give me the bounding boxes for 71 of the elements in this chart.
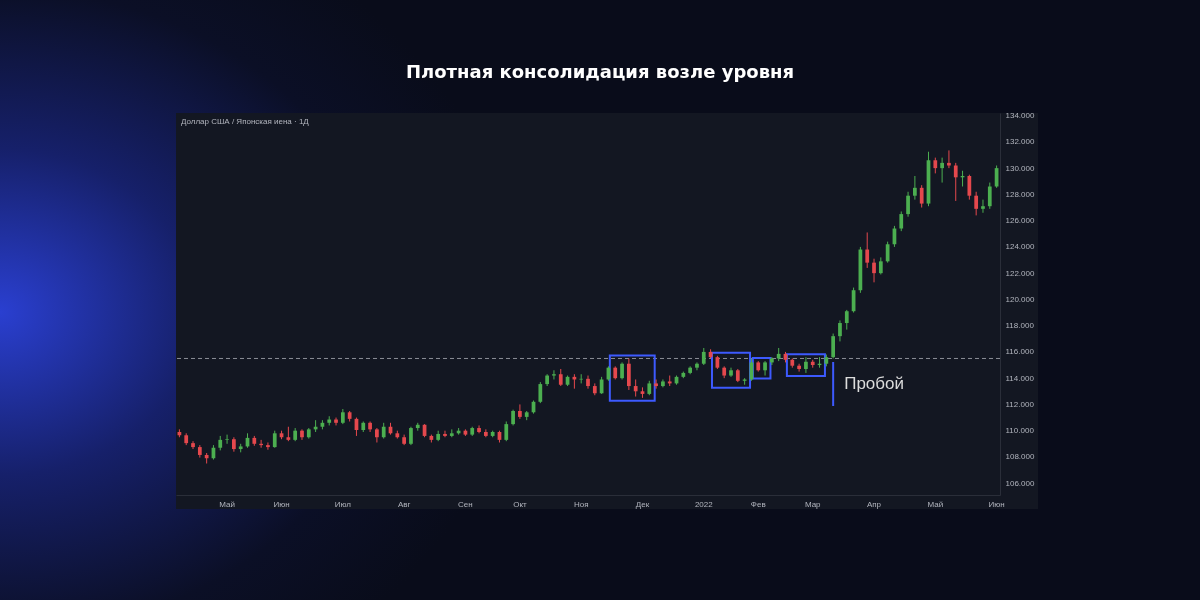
candlestick <box>987 182 992 210</box>
candlestick <box>518 403 522 420</box>
y-tick-label: 106.000 <box>1005 478 1035 488</box>
candlestick <box>443 430 447 438</box>
x-tick-label: Фев <box>750 499 766 509</box>
y-tick-label: 112.000 <box>1005 399 1035 409</box>
candlestick <box>981 199 985 214</box>
x-tick-label: Дек <box>635 499 650 509</box>
candlestick <box>368 420 372 433</box>
x-tick-label: Май <box>927 499 944 509</box>
candlestick <box>953 162 958 202</box>
candlestick <box>695 361 699 371</box>
candlestick <box>885 241 890 264</box>
candlestick <box>334 417 338 426</box>
x-tick-label: Июн <box>273 499 290 509</box>
candlestick <box>899 210 904 232</box>
candlestick <box>225 434 229 445</box>
y-tick-label: 130.000 <box>1005 163 1035 173</box>
y-tick-label: 108.000 <box>1005 452 1035 462</box>
y-tick-label: 110.000 <box>1005 426 1035 436</box>
candlestick <box>947 149 951 169</box>
candlestick <box>626 357 631 391</box>
candlestick <box>831 333 836 359</box>
candlestick <box>940 157 944 184</box>
candlestick <box>483 428 488 438</box>
candlestick <box>967 174 972 201</box>
annotation: Пробой <box>844 374 904 393</box>
y-tick-label: 132.000 <box>1005 137 1035 147</box>
candlestick <box>865 231 870 269</box>
candlestick <box>804 356 808 374</box>
x-tick-label: Май <box>219 499 235 509</box>
candlestick <box>770 356 774 366</box>
candlestick <box>191 440 195 450</box>
y-tick-label: 116.000 <box>1005 347 1035 357</box>
x-tick-label: Ноя <box>573 499 589 509</box>
x-tick-label: 2022 <box>694 499 714 509</box>
candlestick <box>300 428 304 441</box>
x-tick-label: Июл <box>334 499 352 509</box>
x-tick-label: Авг <box>397 499 411 509</box>
candlestick <box>838 319 842 342</box>
candlestick <box>763 360 767 377</box>
candlestick <box>477 424 481 434</box>
candlestick <box>552 369 556 380</box>
candlestick <box>906 191 910 218</box>
candlestick <box>872 258 876 283</box>
x-tick-label: Окт <box>513 499 527 509</box>
x-tick-label: Апр <box>866 499 882 509</box>
y-tick-label: 134.000 <box>1005 111 1035 121</box>
y-tick-label: 114.000 <box>1005 373 1035 383</box>
chart-title: Плотная консолидация возле уровня <box>405 60 795 82</box>
y-tick-label: 122.000 <box>1005 268 1035 278</box>
y-tick-label: 120.000 <box>1005 294 1035 304</box>
candlestick <box>974 191 979 216</box>
annotation: Доллар США / Японская иена · 1Д <box>181 117 310 126</box>
candlestick <box>266 441 270 451</box>
candlestick <box>654 378 658 390</box>
candlestick <box>409 426 413 446</box>
x-tick-label: Сен <box>458 499 473 509</box>
candlestick <box>844 309 849 331</box>
x-tick-label: Мар <box>804 499 822 509</box>
candlestick <box>919 184 924 209</box>
y-tick-label: 118.000 <box>1005 321 1035 331</box>
candlestick <box>797 363 801 373</box>
y-tick-label: 128.000 <box>1005 189 1035 199</box>
candlestick <box>504 420 509 442</box>
y-tick-label: 126.000 <box>1005 216 1035 226</box>
x-tick-label: Июн <box>988 499 1005 509</box>
y-tick-label: 124.000 <box>1005 242 1035 252</box>
candlestick <box>913 175 917 201</box>
candlestick <box>538 381 543 404</box>
candlestick <box>586 375 590 390</box>
